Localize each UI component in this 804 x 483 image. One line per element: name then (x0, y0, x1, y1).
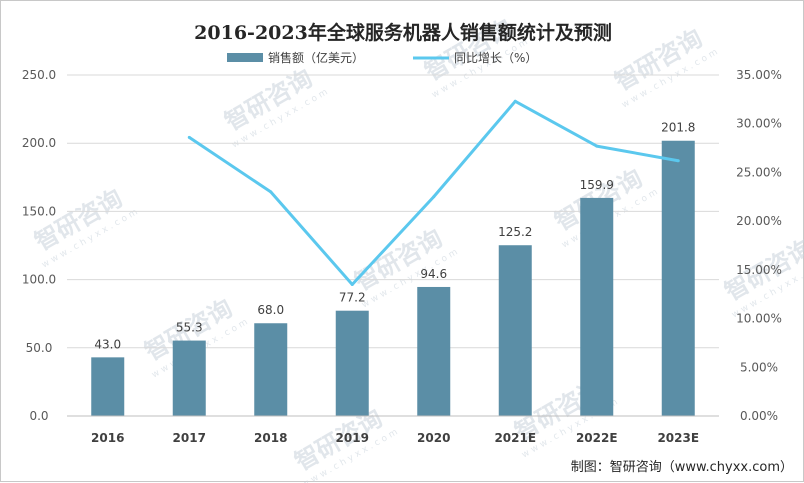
bar (335, 310, 369, 416)
left-tick-label: 0.0 (29, 409, 48, 423)
right-tick-label: 15.00% (736, 263, 782, 277)
x-tick-label: 2022E (576, 431, 618, 445)
legend: 销售额（亿美元） 同比增长（%） (227, 50, 537, 65)
growth-point (676, 159, 680, 163)
growth-point (269, 190, 273, 194)
legend-label-line: 同比增长（%） (454, 51, 537, 65)
right-tick-label: 5.00% (740, 360, 778, 374)
bar-data-label: 201.8 (661, 121, 695, 135)
chart-title: 2016-2023年全球服务机器人销售额统计及预测 (194, 21, 612, 44)
bar (661, 140, 695, 416)
bar-data-label: 94.6 (420, 267, 447, 281)
left-tick-label: 50.0 (26, 341, 53, 355)
x-tick-label: 2018 (254, 431, 287, 445)
x-tick-label: 2016 (91, 431, 124, 445)
growth-point (595, 144, 599, 148)
x-tick-label: 2017 (173, 431, 206, 445)
x-tick-label: 2020 (417, 431, 450, 445)
growth-point (187, 135, 191, 139)
x-tick-label: 2021E (494, 431, 536, 445)
bar-data-label: 159.9 (580, 178, 614, 192)
bar-data-label: 43.0 (94, 337, 121, 351)
growth-point (350, 282, 354, 286)
left-tick-label: 150.0 (22, 204, 56, 218)
bar (498, 245, 532, 416)
bar-data-label: 55.3 (176, 321, 203, 335)
source-note: 制图：智研咨询（www.chyxx.com） (571, 460, 793, 475)
gridlines (67, 74, 719, 349)
legend-swatch-bar (227, 53, 263, 62)
right-tick-label: 20.00% (736, 214, 782, 228)
bar-data-label: 68.0 (257, 303, 284, 317)
bar-data-label: 77.2 (339, 291, 366, 305)
left-tick-label: 200.0 (22, 136, 56, 150)
left-tick-label: 250.0 (22, 68, 56, 82)
bar-series (91, 140, 695, 416)
bar (254, 323, 288, 416)
bar-data-label: 125.2 (498, 225, 532, 239)
line-series (187, 99, 680, 286)
bar (172, 340, 206, 416)
legend-label-bar: 销售额（亿美元） (268, 50, 364, 65)
growth-point (513, 99, 517, 103)
left-tick-label: 100.0 (22, 273, 56, 287)
bar (580, 197, 614, 416)
growth-point (432, 195, 436, 199)
right-tick-label: 25.00% (736, 165, 782, 179)
right-tick-label: 30.00% (736, 117, 782, 131)
axes: 0.0 50.0 100.0 150.0 200.0 250.0 0.00% 5.00% 10.… (22, 68, 782, 445)
bar (417, 286, 451, 416)
right-tick-label: 0.00% (740, 409, 778, 423)
right-tick-label: 10.00% (736, 312, 782, 326)
x-tick-label: 2023E (657, 431, 699, 445)
right-tick-label: 35.00% (736, 68, 782, 82)
bar (91, 357, 125, 416)
x-tick-label: 2019 (336, 431, 369, 445)
data-labels: 43.0 55.3 68.0 77.2 94.6 125.2 159.9 201.8 (94, 121, 695, 352)
